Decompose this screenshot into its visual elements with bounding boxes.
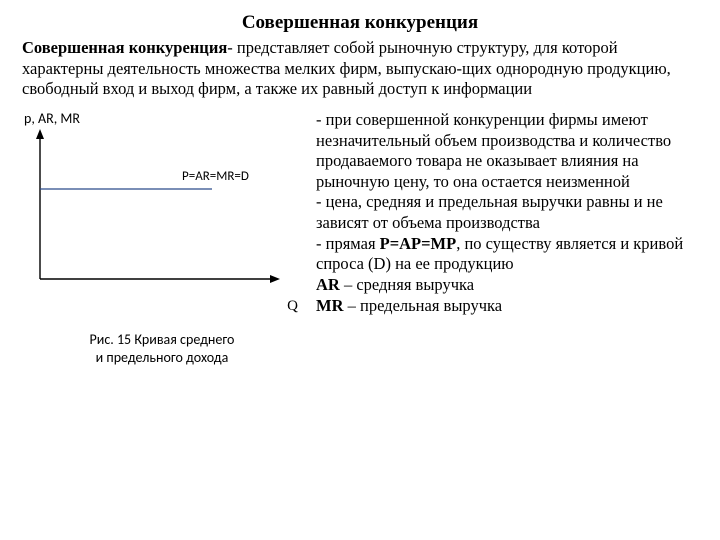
bullet-3-formula: Р=АР=МР — [380, 234, 457, 253]
chart-column: p, AR, MR P=AR=MR=D Q Рис. 15 Кривая сре… — [22, 110, 302, 367]
bullet-2: - цена, средняя и предельная выручки рав… — [316, 192, 698, 233]
ar-label: AR — [316, 275, 340, 294]
caption-line-1: Рис. 15 Кривая среднего — [90, 331, 235, 348]
ar-line: AR – средняя выручка — [316, 275, 698, 296]
chart-wrapper: P=AR=MR=D — [22, 129, 302, 294]
mr-line: MR – предельная выручка — [316, 296, 698, 317]
text-column: - при совершенной конкуренции фирмы имею… — [316, 110, 698, 367]
bullet-3: - прямая Р=АР=МР, по существу является и… — [316, 234, 698, 275]
content-row: p, AR, MR P=AR=MR=D Q Рис. 15 Кривая сре… — [22, 110, 698, 367]
bullet-3-pre: - прямая — [316, 234, 380, 253]
definition-term: Совершенная конкуренция — [22, 38, 227, 57]
caption-line-2: и предельного дохода — [96, 349, 229, 366]
mr-text: – предельная выручка — [344, 296, 503, 315]
curve-label: P=AR=MR=D — [182, 169, 249, 184]
bullet-1: - при совершенной конкуренции фирмы имею… — [316, 110, 698, 193]
x-axis-label: Q — [22, 298, 298, 315]
mr-label: MR — [316, 296, 344, 315]
chart-caption: Рис. 15 Кривая среднего и предельного до… — [22, 331, 302, 367]
chart-svg — [22, 129, 282, 289]
page-title: Совершенная конкуренция — [22, 12, 698, 34]
definition-paragraph: Совершенная конкуренция- представляет со… — [22, 38, 698, 100]
y-axis-label: p, AR, MR — [24, 110, 302, 127]
ar-text: – средняя выручка — [340, 275, 474, 294]
